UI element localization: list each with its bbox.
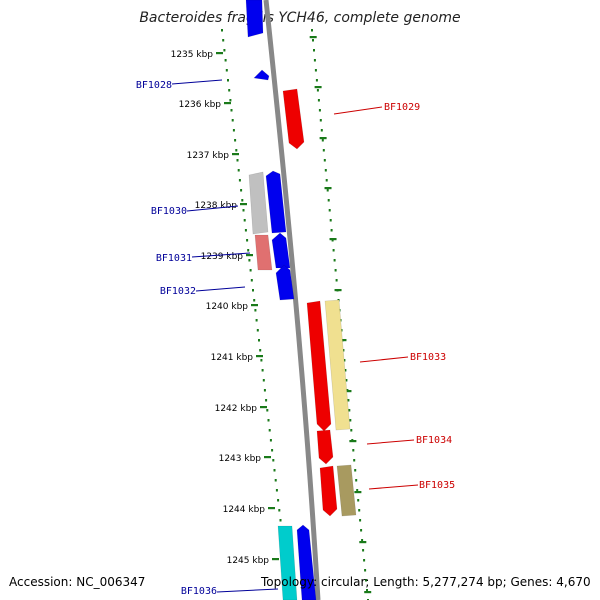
gene-label-bf1036[interactable]: BF1036 [181, 586, 217, 597]
label-leader-line [171, 79, 223, 85]
tick-mark [349, 440, 357, 443]
label-leader-line [186, 205, 239, 212]
gene-top-blue[interactable] [245, 0, 264, 38]
tick-label: 1237 kbp [187, 151, 230, 161]
tick-label: 1239 kbp [201, 252, 244, 262]
label-leader-line [191, 252, 251, 258]
label-leader-line [195, 286, 246, 292]
tick-mark [359, 541, 367, 544]
tick-mark [268, 507, 275, 510]
label-leader-line [359, 356, 409, 363]
tick-label: 1245 kbp [227, 556, 270, 566]
tick-label: 1242 kbp [215, 404, 258, 414]
gene-bf1028[interactable] [253, 69, 270, 81]
gene-bf1032[interactable] [275, 264, 295, 301]
tick-label: 1236 kbp [179, 100, 222, 110]
tick-label: 1241 kbp [211, 353, 254, 363]
gene-label-bf1032[interactable]: BF1032 [160, 286, 196, 297]
gene-bf1030-gray[interactable] [248, 171, 269, 235]
gene-bf1036-cyan[interactable] [277, 525, 298, 600]
gene-label-bf1028[interactable]: BF1028 [136, 80, 172, 91]
gene-bf1033[interactable] [306, 300, 332, 432]
label-leader-line [368, 484, 419, 490]
tick-mark [344, 390, 352, 393]
gene-label-bf1030[interactable]: BF1030 [151, 206, 187, 217]
gene-bf1029[interactable] [282, 88, 305, 150]
gene-bf1031[interactable] [271, 232, 291, 269]
tick-mark [256, 355, 263, 358]
tick-mark [309, 36, 317, 39]
gene-bf1031-salmon[interactable] [254, 234, 273, 271]
gene-label-bf1035[interactable]: BF1035 [419, 480, 455, 491]
ruler-left-dots [221, 29, 291, 600]
ruler-right-dots [311, 29, 369, 600]
tick-mark [260, 406, 267, 409]
tick-mark [224, 102, 231, 105]
tick-mark [314, 86, 322, 89]
tick-mark [264, 456, 271, 459]
tick-mark [319, 137, 327, 140]
gene-label-bf1033[interactable]: BF1033 [410, 352, 446, 363]
tick-mark [329, 238, 337, 241]
tick-mark [232, 153, 239, 156]
summary-text: Topology: circular; Length: 5,277,274 bp… [261, 575, 591, 589]
gene-label-bf1034[interactable]: BF1034 [416, 435, 452, 446]
tick-label: 1240 kbp [206, 302, 249, 312]
gene-label-bf1029[interactable]: BF1029 [384, 102, 420, 113]
genome-backbone [263, 0, 321, 600]
tick-mark [251, 304, 258, 307]
tick-mark [324, 187, 332, 190]
label-leader-line [333, 106, 383, 115]
tick-mark [334, 289, 342, 292]
accession-text: Accession: NC_006347 [9, 575, 146, 589]
tick-mark [354, 491, 362, 494]
tick-mark [272, 558, 279, 561]
gene-bf1034[interactable] [316, 429, 334, 465]
label-leader-line [366, 439, 415, 445]
page-title: Bacteroides fragilis YCH46, complete gen… [139, 10, 461, 26]
gene-bf1036[interactable] [296, 524, 317, 600]
label-leader-line [216, 588, 279, 593]
tick-label: 1238 kbp [195, 201, 238, 211]
tick-mark [246, 254, 253, 257]
tick-label: 1235 kbp [171, 50, 214, 60]
tick-label: 1243 kbp [219, 454, 262, 464]
gene-bf1035-olive[interactable] [336, 464, 357, 517]
gene-bf1030[interactable] [265, 170, 287, 234]
tick-mark [339, 339, 347, 342]
tick-mark [364, 591, 372, 594]
tick-mark [240, 203, 247, 206]
gene-label-bf1031[interactable]: BF1031 [156, 253, 192, 264]
tick-label: 1244 kbp [223, 505, 266, 515]
gene-bf1033-yellow[interactable] [324, 299, 351, 431]
tick-mark [216, 52, 223, 55]
gene-bf1035[interactable] [319, 465, 338, 517]
